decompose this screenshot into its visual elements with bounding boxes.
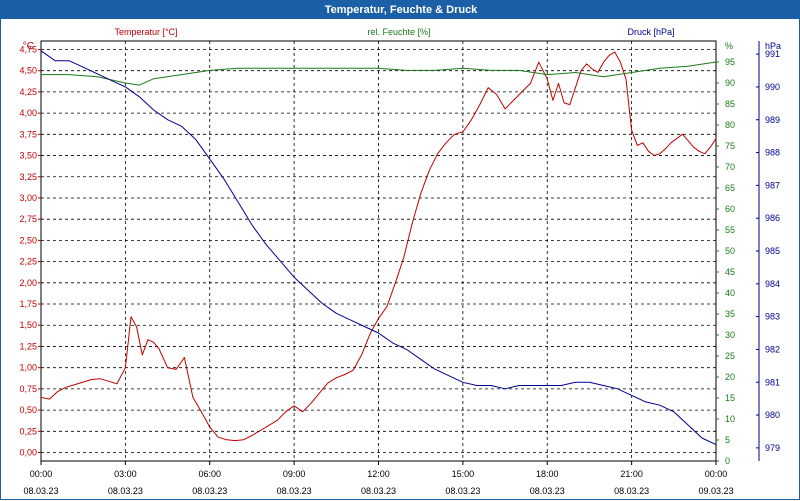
x-tick-date: 08.03.23 bbox=[108, 486, 143, 496]
x-tick-time: 00:00 bbox=[705, 469, 728, 479]
x-tick-date: 08.03.23 bbox=[192, 486, 227, 496]
pressure-axis-label: Druck [hPa] bbox=[627, 27, 674, 37]
pressure-tick-label: 990 bbox=[765, 82, 780, 92]
humidity-tick-label: 20 bbox=[725, 372, 735, 382]
pressure-unit: hPa bbox=[765, 41, 781, 51]
x-tick-time: 06:00 bbox=[198, 469, 221, 479]
humidity-axis-label: rel. Feuchte [%] bbox=[367, 27, 430, 37]
temperature-tick-label: 0,75 bbox=[19, 384, 37, 394]
x-tick-time: 00:00 bbox=[30, 469, 53, 479]
x-tick-date: 08.03.23 bbox=[530, 486, 565, 496]
temperature-tick-label: 0,00 bbox=[19, 448, 37, 458]
humidity-series-line bbox=[41, 61, 717, 86]
x-tick-time: 03:00 bbox=[114, 469, 137, 479]
pressure-tick-label: 991 bbox=[765, 49, 780, 59]
humidity-tick-label: 35 bbox=[725, 309, 735, 319]
humidity-unit: % bbox=[725, 41, 733, 51]
humidity-tick-label: 55 bbox=[725, 225, 735, 235]
chart-title: Temperatur, Feuchte & Druck bbox=[1, 1, 800, 19]
pressure-tick-label: 984 bbox=[765, 279, 780, 289]
x-tick-date: 08.03.23 bbox=[361, 486, 396, 496]
temperature-tick-label: 0,25 bbox=[19, 426, 37, 436]
humidity-tick-label: 0 bbox=[725, 456, 730, 466]
temperature-tick-label: 4,00 bbox=[19, 108, 37, 118]
pressure-tick-label: 983 bbox=[765, 312, 780, 322]
temperature-tick-label: 0,50 bbox=[19, 405, 37, 415]
humidity-tick-label: 85 bbox=[725, 99, 735, 109]
x-tick-date: 08.03.23 bbox=[614, 486, 649, 496]
x-tick-time: 09:00 bbox=[283, 469, 306, 479]
humidity-tick-label: 15 bbox=[725, 393, 735, 403]
temperature-tick-label: 2,25 bbox=[19, 257, 37, 267]
humidity-tick-label: 90 bbox=[725, 78, 735, 88]
pressure-series-line bbox=[40, 50, 717, 446]
temperature-unit: °C bbox=[23, 41, 34, 52]
humidity-tick-label: 30 bbox=[725, 330, 735, 340]
pressure-tick-label: 988 bbox=[765, 148, 780, 158]
temperature-tick-label: 2,75 bbox=[19, 214, 37, 224]
x-tick-time: 18:00 bbox=[536, 469, 559, 479]
temperature-tick-label: 2,50 bbox=[19, 235, 37, 245]
temperature-tick-label: 4,25 bbox=[19, 87, 37, 97]
chart-area: 0,00 0,25 0,50 0,75 1,00 1,25 1,50 1,75 2,00 2,25… bbox=[19, 27, 781, 496]
humidity-tick-label: 75 bbox=[725, 141, 735, 151]
humidity-tick-label: 70 bbox=[725, 162, 735, 172]
x-tick-time: 15:00 bbox=[452, 469, 475, 479]
temperature-axis-label: Temperatur [°C] bbox=[114, 27, 177, 37]
x-tick-date: 08.03.23 bbox=[445, 486, 480, 496]
humidity-tick-label: 25 bbox=[725, 351, 735, 361]
pressure-tick-label: 986 bbox=[765, 213, 780, 223]
temperature-tick-label: 1,25 bbox=[19, 341, 37, 351]
x-tick-date: 09.03.23 bbox=[698, 486, 733, 496]
humidity-tick-label: 95 bbox=[725, 57, 735, 67]
humidity-tick-label: 5 bbox=[725, 435, 730, 445]
pressure-tick-label: 982 bbox=[765, 344, 780, 354]
humidity-tick-label: 40 bbox=[725, 288, 735, 298]
x-tick-date: 08.03.23 bbox=[23, 486, 58, 496]
humidity-tick-label: 10 bbox=[725, 414, 735, 424]
temperature-tick-label: 3,75 bbox=[19, 129, 37, 139]
humidity-tick-label: 65 bbox=[725, 183, 735, 193]
temperature-tick-label: 1,00 bbox=[19, 363, 37, 373]
x-tick-date: 08.03.23 bbox=[277, 486, 312, 496]
temperature-tick-label: 3,00 bbox=[19, 193, 37, 203]
temperature-series-line bbox=[40, 51, 717, 442]
pressure-tick-label: 981 bbox=[765, 377, 780, 387]
x-tick-time: 21:00 bbox=[620, 469, 643, 479]
humidity-tick-label: 60 bbox=[725, 204, 735, 214]
pressure-tick-label: 987 bbox=[765, 180, 780, 190]
humidity-tick-label: 50 bbox=[725, 246, 735, 256]
temperature-tick-label: 2,00 bbox=[19, 278, 37, 288]
humidity-tick-label: 80 bbox=[725, 120, 735, 130]
humidity-tick-label: 45 bbox=[725, 267, 735, 277]
temperature-tick-label: 3,50 bbox=[19, 151, 37, 161]
pressure-tick-label: 985 bbox=[765, 246, 780, 256]
x-tick-time: 12:00 bbox=[367, 469, 390, 479]
temperature-tick-label: 1,50 bbox=[19, 320, 37, 330]
temperature-tick-label: 4,50 bbox=[19, 66, 37, 76]
temperature-tick-label: 3,25 bbox=[19, 172, 37, 182]
pressure-tick-label: 980 bbox=[765, 410, 780, 420]
temperature-tick-label: 4,75 bbox=[19, 44, 37, 54]
temperature-tick-label: 1,75 bbox=[19, 299, 37, 309]
pressure-tick-label: 989 bbox=[765, 115, 780, 125]
pressure-tick-label: 979 bbox=[765, 443, 780, 453]
